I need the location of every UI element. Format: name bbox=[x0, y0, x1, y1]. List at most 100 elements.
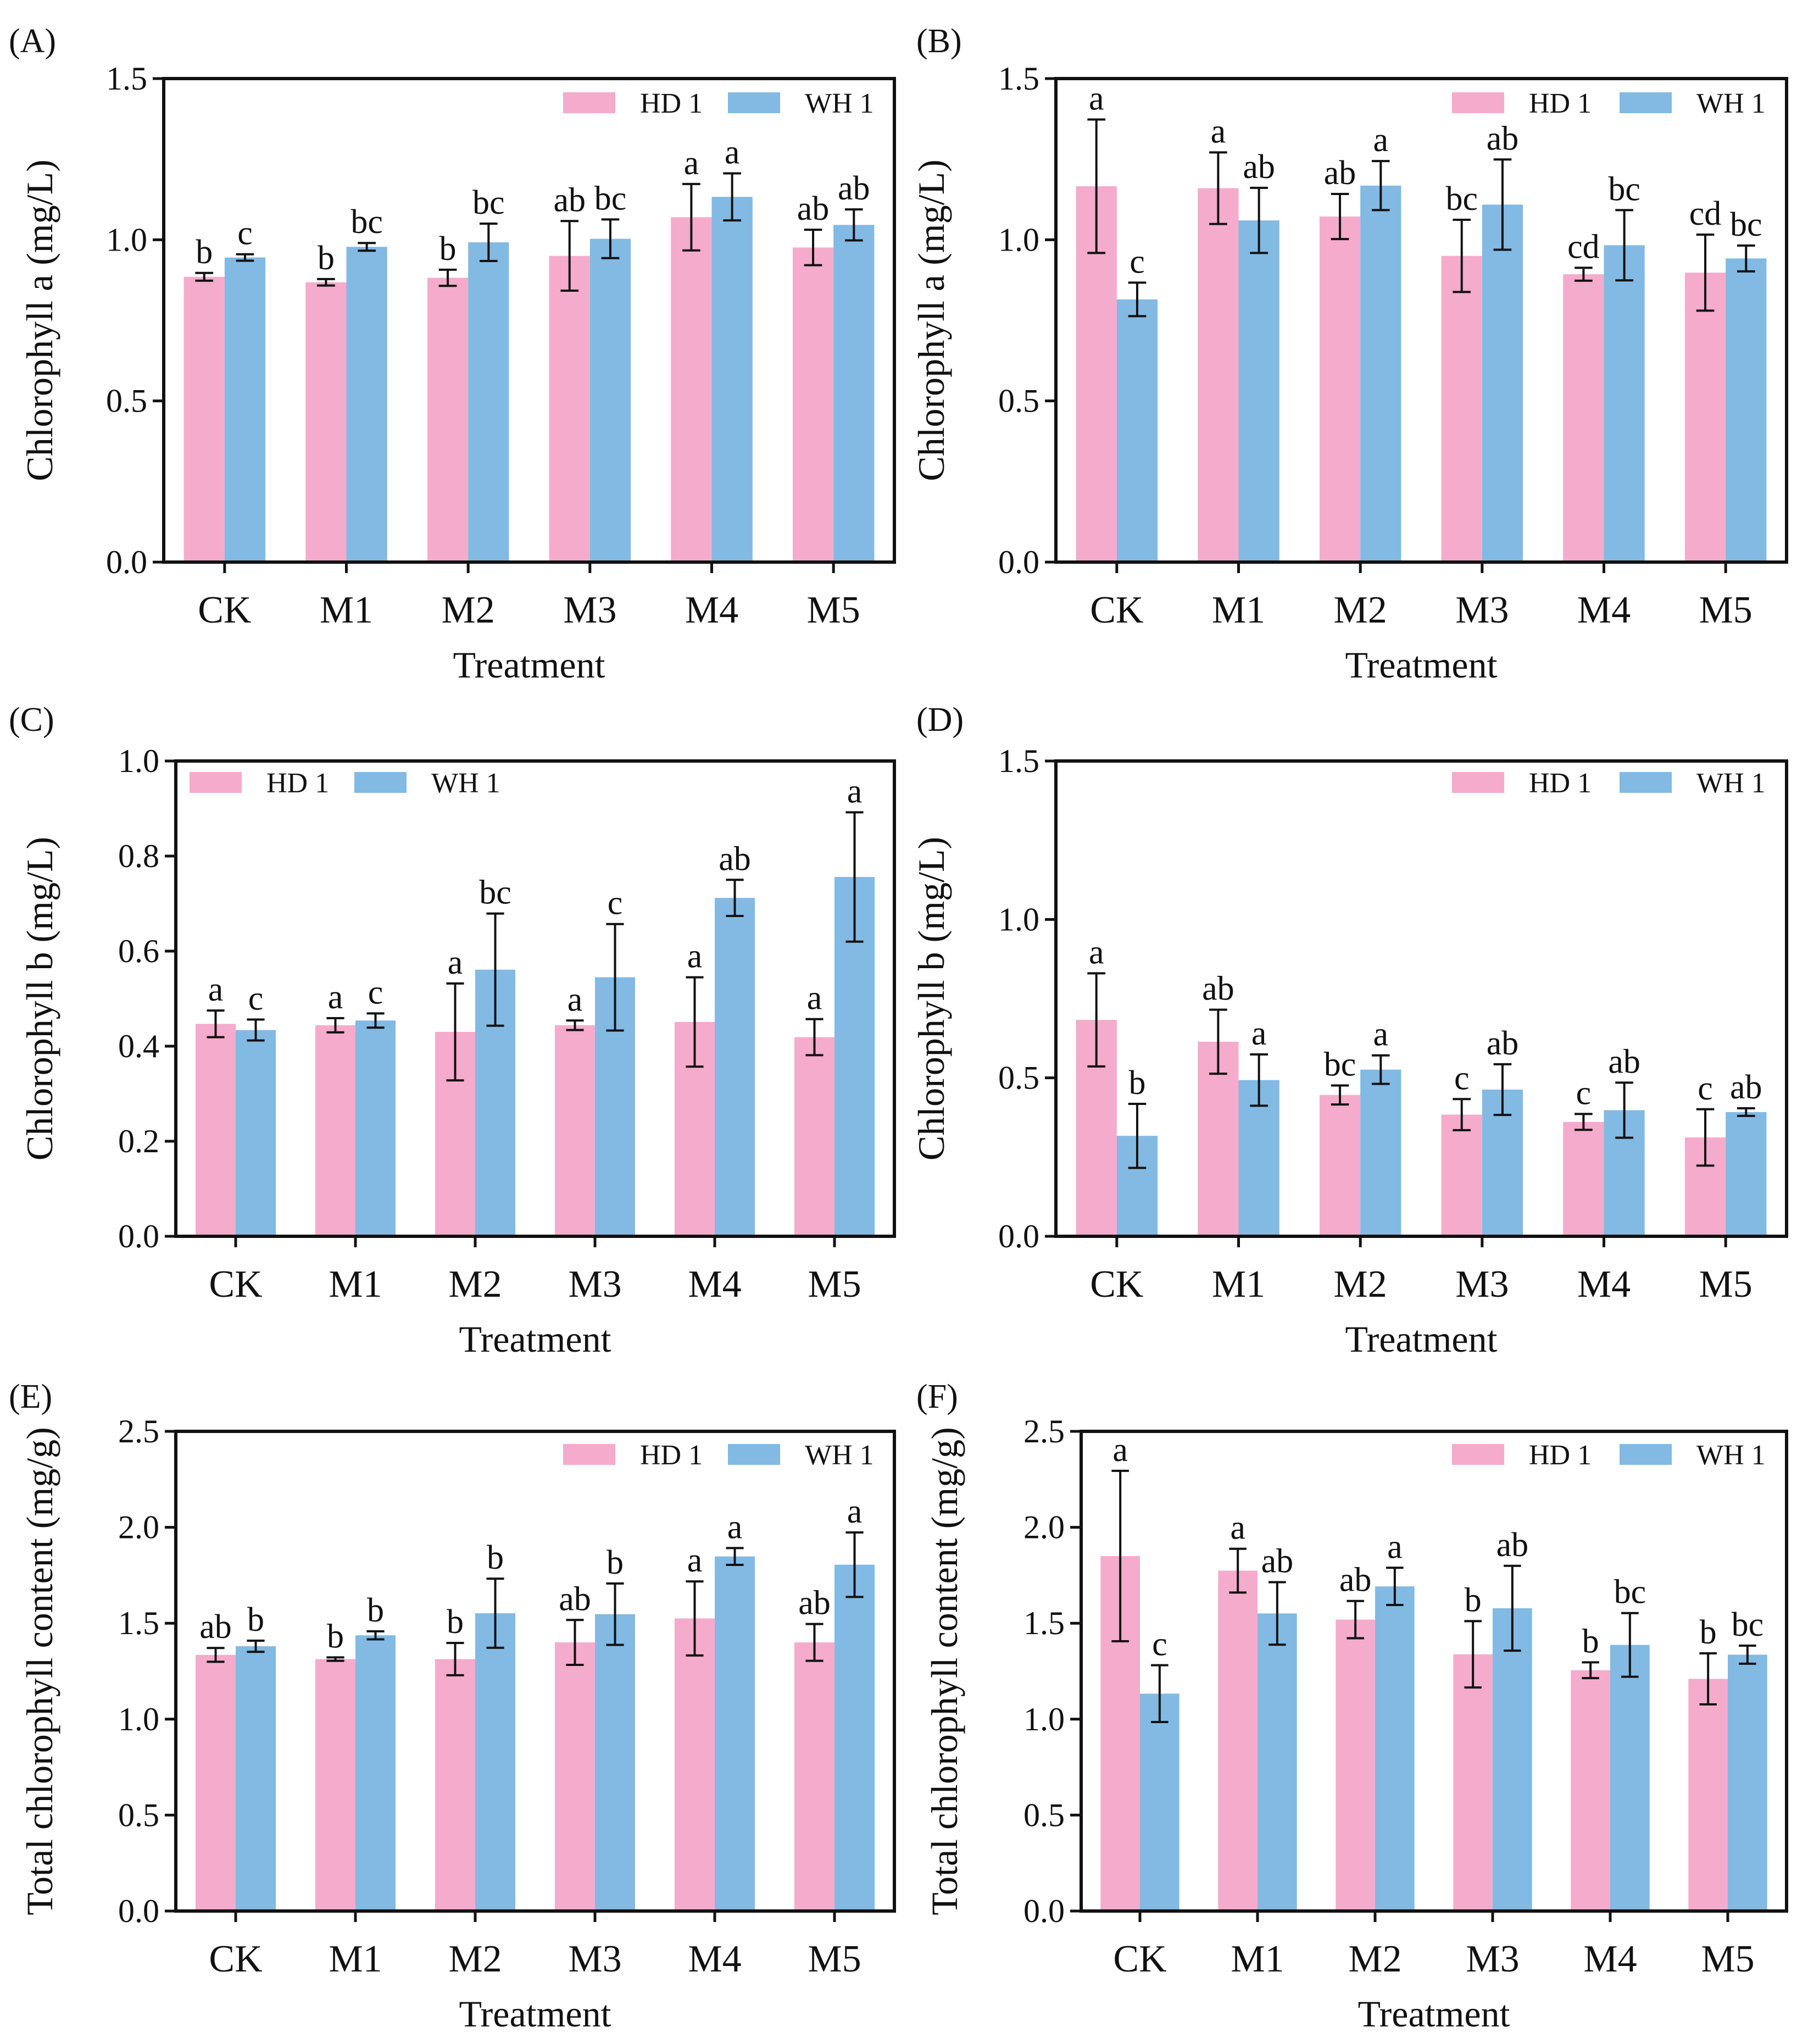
significance-letter: ab bbox=[553, 181, 586, 219]
significance-letter: b bbox=[607, 1544, 624, 1581]
bar-wh1-m2 bbox=[468, 242, 509, 562]
y-tick-label: 1.5 bbox=[118, 1605, 159, 1641]
bar-wh1-ck bbox=[1140, 1693, 1180, 1911]
bar-wh1-m3 bbox=[589, 238, 631, 562]
significance-letter: a bbox=[448, 944, 463, 981]
significance-letter: b bbox=[247, 1601, 264, 1638]
legend-swatch-wh1 bbox=[1620, 1444, 1672, 1465]
bar-hd1-m1 bbox=[315, 1659, 355, 1911]
chart-panel-a: (A) b b b ab a ab c bc bc bc a ab 0.0 0.5 1.0 1.5 CK M1 M2 M… bbox=[9, 23, 896, 686]
significance-letter: a bbox=[847, 773, 863, 810]
significance-letter: b bbox=[1700, 1614, 1717, 1651]
y-tick-label: 1.0 bbox=[998, 901, 1039, 937]
y-tick-label: 0.0 bbox=[118, 1893, 159, 1929]
x-axis-title: Treatment bbox=[1358, 1993, 1510, 2035]
significance-letter: b bbox=[439, 230, 457, 268]
bar-hd1-m2 bbox=[435, 1659, 475, 1911]
legend-swatch-hd1 bbox=[563, 1444, 615, 1465]
x-category-label: M4 bbox=[1577, 1263, 1631, 1306]
significance-letter: ab bbox=[719, 840, 751, 877]
x-category-label: M3 bbox=[1455, 1263, 1509, 1306]
y-tick-label: 1.5 bbox=[1023, 1605, 1065, 1641]
significance-letter: bc bbox=[479, 874, 511, 912]
x-category-label: M2 bbox=[448, 1263, 502, 1306]
y-tick-label: 0.0 bbox=[106, 544, 147, 580]
y-tick-label: 0.5 bbox=[998, 1060, 1039, 1096]
significance-letter: ab bbox=[1608, 1043, 1640, 1080]
significance-letter: bc bbox=[1608, 170, 1640, 208]
significance-letter: a bbox=[1089, 934, 1104, 971]
legend-swatch-hd1 bbox=[563, 92, 615, 113]
bar-wh1-ck bbox=[236, 1646, 276, 1911]
x-category-label: M3 bbox=[568, 1938, 621, 1980]
significance-letter: c bbox=[368, 974, 383, 1011]
y-axis-title: Chlorophyll b (mg/L) bbox=[19, 837, 60, 1160]
x-category-label: M1 bbox=[1212, 589, 1265, 631]
x-category-label: CK bbox=[209, 1938, 262, 1980]
y-axis-title: Chlorophyll b (mg/L) bbox=[910, 837, 952, 1160]
x-category-label: CK bbox=[1090, 1263, 1143, 1306]
significance-letter: ab bbox=[1730, 1069, 1762, 1106]
significance-letter: bc bbox=[472, 184, 505, 221]
significance-letter: a bbox=[847, 1493, 863, 1530]
y-tick-label: 2.5 bbox=[1023, 1413, 1065, 1449]
bar-wh1-m2 bbox=[1375, 1586, 1415, 1911]
significance-letter: a bbox=[1251, 1015, 1267, 1052]
significance-letter: ab bbox=[798, 1585, 831, 1622]
bar-wh1-m4 bbox=[715, 1556, 755, 1911]
y-tick-label: 1.5 bbox=[998, 60, 1039, 97]
significance-letter: ab bbox=[559, 1580, 591, 1618]
y-tick-label: 1.5 bbox=[106, 60, 147, 97]
bar-hd1-ck bbox=[195, 1024, 236, 1236]
significance-letter: a bbox=[328, 979, 343, 1016]
bar-hd1-m1 bbox=[1198, 188, 1239, 562]
x-category-label: M1 bbox=[1212, 1263, 1265, 1306]
x-category-label: CK bbox=[198, 589, 251, 631]
x-category-label: M1 bbox=[329, 1938, 382, 1980]
legend-label: HD 1 bbox=[1529, 1440, 1592, 1471]
legend-label: WH 1 bbox=[1696, 768, 1766, 799]
significance-letter: c bbox=[1698, 1070, 1713, 1107]
significance-letter: bc bbox=[1445, 180, 1478, 218]
significance-letter: a bbox=[725, 134, 740, 171]
bar-wh1-m1 bbox=[355, 1020, 396, 1236]
bar-wh1-ck bbox=[224, 257, 266, 563]
bar-hd1-m5 bbox=[794, 1642, 834, 1911]
y-tick-label: 2.0 bbox=[118, 1509, 159, 1546]
significance-letter: b bbox=[487, 1539, 504, 1576]
significance-letter: b bbox=[318, 240, 335, 277]
x-category-label: M2 bbox=[448, 1938, 502, 1980]
significance-letter: b bbox=[327, 1618, 344, 1655]
y-axis-title: Total chlorophyll content (mg/g) bbox=[923, 1427, 965, 1915]
x-category-label: M2 bbox=[442, 589, 495, 631]
bar-hd1-ck bbox=[195, 1654, 236, 1911]
significance-letter: a bbox=[1211, 113, 1226, 150]
bar-wh1-m4 bbox=[711, 197, 753, 563]
significance-letter: a bbox=[208, 971, 224, 1008]
bar-hd1-m3 bbox=[554, 1642, 595, 1911]
significance-letter: ab bbox=[1243, 148, 1275, 186]
significance-letter: cd bbox=[1567, 228, 1600, 265]
y-tick-label: 0.5 bbox=[106, 383, 147, 419]
y-tick-label: 1.0 bbox=[106, 221, 147, 258]
significance-letter: ab bbox=[1324, 154, 1356, 192]
x-category-label: M5 bbox=[1701, 1938, 1754, 1980]
significance-letter: ab bbox=[838, 170, 870, 207]
bar-wh1-m4 bbox=[715, 898, 755, 1236]
legend-label: HD 1 bbox=[640, 1440, 703, 1471]
y-tick-label: 0.0 bbox=[118, 1218, 159, 1254]
y-tick-label: 1.0 bbox=[998, 221, 1039, 258]
significance-letter: ab bbox=[1339, 1562, 1372, 1599]
bar-hd1-m2 bbox=[1319, 1095, 1361, 1236]
bar-hd1-ck bbox=[183, 276, 225, 562]
x-axis-title: Treatment bbox=[1345, 1318, 1497, 1360]
significance-letter: c bbox=[1454, 1059, 1470, 1097]
significance-letter: ab bbox=[797, 190, 830, 227]
x-category-label: M2 bbox=[1334, 1263, 1387, 1306]
x-category-label: M3 bbox=[1455, 589, 1509, 631]
legend-label: HD 1 bbox=[1529, 88, 1592, 119]
y-tick-label: 1.5 bbox=[998, 743, 1039, 779]
significance-letter: a bbox=[1112, 1431, 1128, 1469]
